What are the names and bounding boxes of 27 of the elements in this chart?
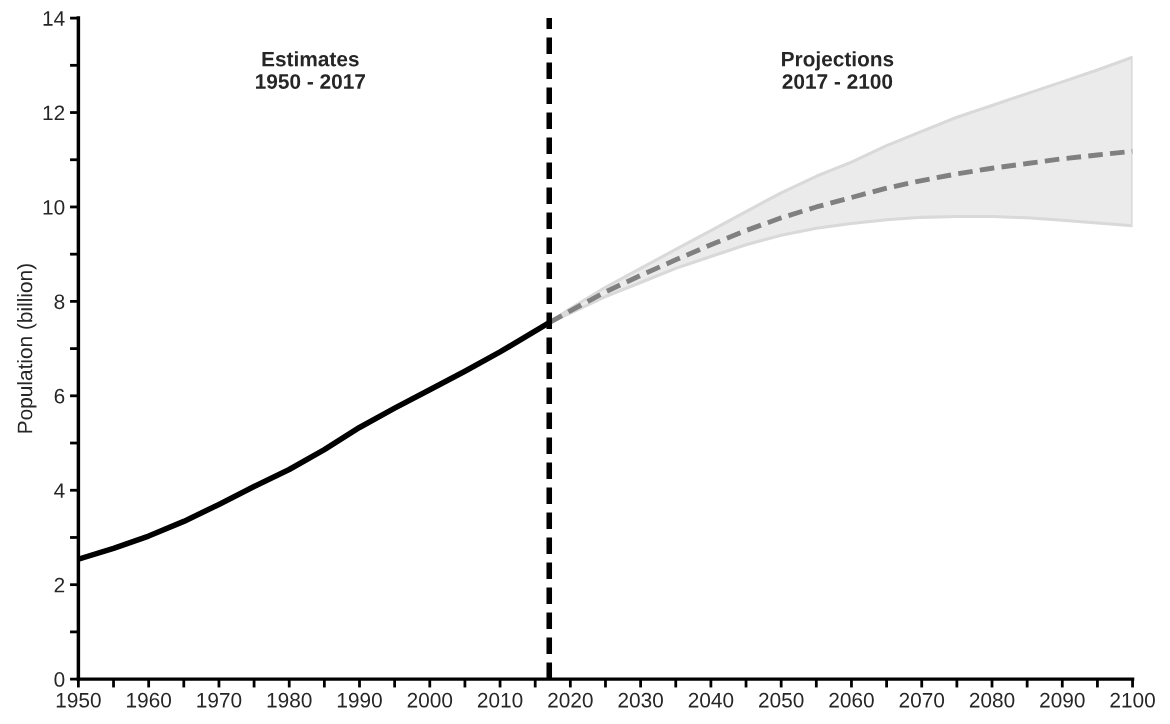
annotation: Projections 2017 - 2100 [782, 51, 894, 89]
y-tick-label: 14 [43, 11, 65, 26]
x-tick-label: 2070 [899, 692, 945, 708]
y-tick-label: 6 [54, 388, 65, 404]
y-tick-label: 12 [43, 105, 65, 121]
y-axis-title: Population (billion) [17, 264, 37, 433]
y-tick-label: 8 [54, 294, 65, 310]
annotation: Estimates 1950 - 2017 [256, 51, 365, 89]
y-tick-label: 4 [54, 483, 65, 498]
y-tick-label: 2 [54, 577, 65, 593]
x-tick-label: 2090 [1040, 692, 1085, 708]
y-tick-label: 0 [54, 672, 65, 687]
x-tick-label: 2010 [477, 692, 523, 708]
x-tick-label: 2050 [759, 692, 804, 708]
x-tick-label: 2000 [407, 692, 453, 708]
x-tick-label: 2060 [829, 692, 874, 708]
x-tick-label: 2040 [688, 692, 734, 708]
x-tick-label: 2030 [618, 692, 663, 708]
x-tick-label: 1960 [127, 692, 172, 708]
x-tick-label: 2100 [1110, 692, 1155, 708]
x-tick-label: 1970 [197, 692, 242, 708]
y-tick-label: 10 [43, 199, 65, 215]
x-tick-label: 1980 [267, 692, 312, 708]
x-tick-label: 2020 [548, 692, 593, 708]
x-tick-label: 1950 [56, 692, 101, 708]
x-tick-label: 1990 [337, 692, 382, 708]
x-tick-label: 2080 [969, 692, 1015, 708]
